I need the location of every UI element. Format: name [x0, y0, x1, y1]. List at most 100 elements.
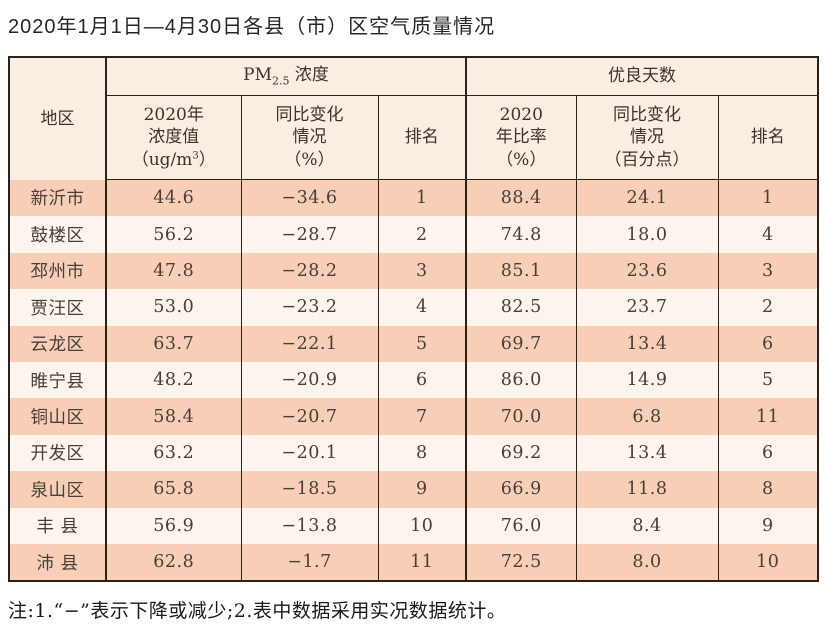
table-row: 铜山区 58.4 −20.7 7 70.0 6.8 11 — [8, 398, 819, 435]
gd-change-line3: （百分点） — [604, 149, 690, 170]
gd-rank-cell: 2 — [717, 289, 819, 326]
table-row: 睢宁县 48.2 −20.9 6 86.0 14.9 5 — [8, 361, 819, 399]
pm-rank-cell: 3 — [377, 252, 467, 290]
gd-change-cell: 23.6 — [575, 252, 719, 290]
page-title: 2020年1月1日—4月30日各县（市）区空气质量情况 — [8, 16, 496, 38]
pm-value-unit: （ug/m — [131, 149, 193, 170]
col-header-gd-ratio: 2020 年比率 （%） — [465, 95, 577, 180]
table-row: 贾汪区 53.0 −23.2 4 82.5 23.7 2 — [8, 289, 819, 326]
pm25-label-rest: 浓度 — [289, 65, 329, 86]
gd-ratio-cell: 72.5 — [465, 543, 577, 582]
region-cell: 鼓楼区 — [8, 216, 106, 253]
table-row: 新沂市 44.6 −34.6 1 88.4 24.1 1 — [8, 179, 819, 217]
gd-change-cell: 6.8 — [575, 398, 719, 435]
gd-ratio-line2: 年比率 — [495, 127, 547, 148]
gd-change-cell: 13.4 — [575, 434, 719, 472]
air-quality-table: 地区 PM2.5 浓度 优良天数 2020年 浓度值 （ug/m3） 同比变化 … — [8, 56, 820, 583]
pm-change-line1: 同比变化 — [275, 105, 344, 126]
pm-value-unit-close: ） — [198, 149, 216, 170]
table-row: 丰 县 56.9 −13.8 10 76.0 8.4 9 — [8, 507, 819, 544]
gd-rank-cell: 9 — [717, 507, 819, 544]
pm-change-cell: −28.2 — [240, 252, 378, 290]
region-cell: 丰 县 — [8, 507, 106, 544]
pm-rank-cell: 10 — [377, 507, 467, 544]
region-cell: 新沂市 — [8, 179, 106, 217]
table-row: 鼓楼区 56.2 −28.7 2 74.8 18.0 4 — [8, 216, 819, 253]
col-header-gd-change: 同比变化 情况 （百分点） — [575, 95, 719, 180]
gd-change-cell: 18.0 — [575, 216, 719, 253]
pm-change-cell: −1.7 — [240, 543, 378, 582]
gd-ratio-cell: 66.9 — [465, 471, 577, 508]
gd-change-cell: 8.0 — [575, 543, 719, 582]
col-header-pm-change: 同比变化 情况 （%） — [240, 95, 378, 180]
pm-change-cell: −20.1 — [240, 434, 378, 472]
footnote: 注:1.“−”表示下降或减少;2.表中数据采用实况数据统计。 — [8, 600, 507, 623]
gd-rank-cell: 6 — [717, 434, 819, 472]
pm-value-unit-sup: 3 — [192, 149, 199, 161]
pm-change-cell: −13.8 — [240, 507, 378, 544]
pm-value-cell: 65.8 — [105, 471, 241, 508]
pm-rank-cell: 5 — [377, 325, 467, 362]
pm-change-cell: −22.1 — [240, 325, 378, 362]
table-row: 泉山区 65.8 −18.5 9 66.9 11.8 8 — [8, 471, 819, 508]
pm-rank-cell: 8 — [377, 434, 467, 472]
gd-change-cell: 11.8 — [575, 471, 719, 508]
header-sub-row: 2020年 浓度值 （ug/m3） 同比变化 情况 （%） 排名 2020 年比… — [9, 95, 819, 180]
gd-change-cell: 14.9 — [575, 361, 719, 399]
gd-ratio-cell: 85.1 — [465, 252, 577, 290]
col-header-gd-rank: 排名 — [717, 95, 819, 180]
header-group-row: 地区 PM2.5 浓度 优良天数 — [8, 57, 819, 180]
pm-value-cell: 48.2 — [105, 361, 241, 399]
gd-ratio-line1: 2020 — [499, 105, 543, 126]
gd-change-cell: 8.4 — [575, 507, 719, 544]
gd-ratio-cell: 88.4 — [465, 179, 577, 217]
table-row: 云龙区 63.7 −22.1 5 69.7 13.4 6 — [8, 325, 819, 362]
pm-value-cell: 47.8 — [105, 252, 241, 290]
table-row: 邳州市 47.8 −28.2 3 85.1 23.6 3 — [8, 252, 819, 290]
gd-ratio-cell: 69.2 — [465, 434, 577, 472]
region-cell: 云龙区 — [8, 325, 106, 362]
pm-change-cell: −20.7 — [240, 398, 378, 435]
pm-rank-cell: 9 — [377, 471, 467, 508]
gd-rank-cell: 3 — [717, 252, 819, 290]
pm25-label: PM — [243, 65, 272, 86]
pm-rank-cell: 11 — [377, 543, 467, 582]
region-cell: 开发区 — [8, 434, 106, 472]
gd-ratio-cell: 82.5 — [465, 289, 577, 326]
gd-change-cell: 24.1 — [575, 179, 719, 217]
pm-value-cell: 62.8 — [105, 543, 241, 582]
pm-value-cell: 53.0 — [105, 289, 241, 326]
pm-change-line2: 情况 — [292, 127, 327, 148]
region-cell: 泉山区 — [8, 471, 106, 508]
gd-ratio-line3: （%） — [496, 149, 547, 170]
region-cell: 贾汪区 — [8, 289, 106, 326]
gd-rank-cell: 5 — [717, 361, 819, 399]
pm-rank-cell: 6 — [377, 361, 467, 399]
col-header-pm-rank: 排名 — [377, 95, 467, 180]
pm-rank-cell: 2 — [377, 216, 467, 253]
region-cell: 邳州市 — [8, 252, 106, 290]
pm-value-line1: 2020年 — [143, 105, 204, 126]
gd-rank-cell: 4 — [717, 216, 819, 253]
col-group-pm25: PM2.5 浓度 — [104, 57, 467, 96]
pm-value-cell: 56.2 — [105, 216, 241, 253]
gd-change-line2: 情况 — [630, 127, 665, 148]
pm-change-cell: −28.7 — [240, 216, 378, 253]
gd-ratio-cell: 69.7 — [465, 325, 577, 362]
gd-rank-cell: 8 — [717, 471, 819, 508]
pm-rank-cell: 7 — [377, 398, 467, 435]
pm-value-cell: 63.2 — [105, 434, 241, 472]
col-group-good-days: 优良天数 — [465, 57, 819, 96]
col-header-pm-value: 2020年 浓度值 （ug/m3） — [105, 95, 241, 180]
gd-ratio-cell: 74.8 — [465, 216, 577, 253]
col-header-region: 地区 — [8, 57, 106, 180]
gd-rank-cell: 6 — [717, 325, 819, 362]
gd-ratio-cell: 70.0 — [465, 398, 577, 435]
table-row: 沛 县 62.8 −1.7 11 72.5 8.0 10 — [8, 543, 819, 582]
pm-change-cell: −18.5 — [240, 471, 378, 508]
gd-rank-cell: 1 — [717, 179, 819, 217]
region-cell: 睢宁县 — [8, 361, 106, 399]
gd-rank-cell: 11 — [717, 398, 819, 435]
pm-change-cell: −23.2 — [240, 289, 378, 326]
pm-rank-cell: 4 — [377, 289, 467, 326]
